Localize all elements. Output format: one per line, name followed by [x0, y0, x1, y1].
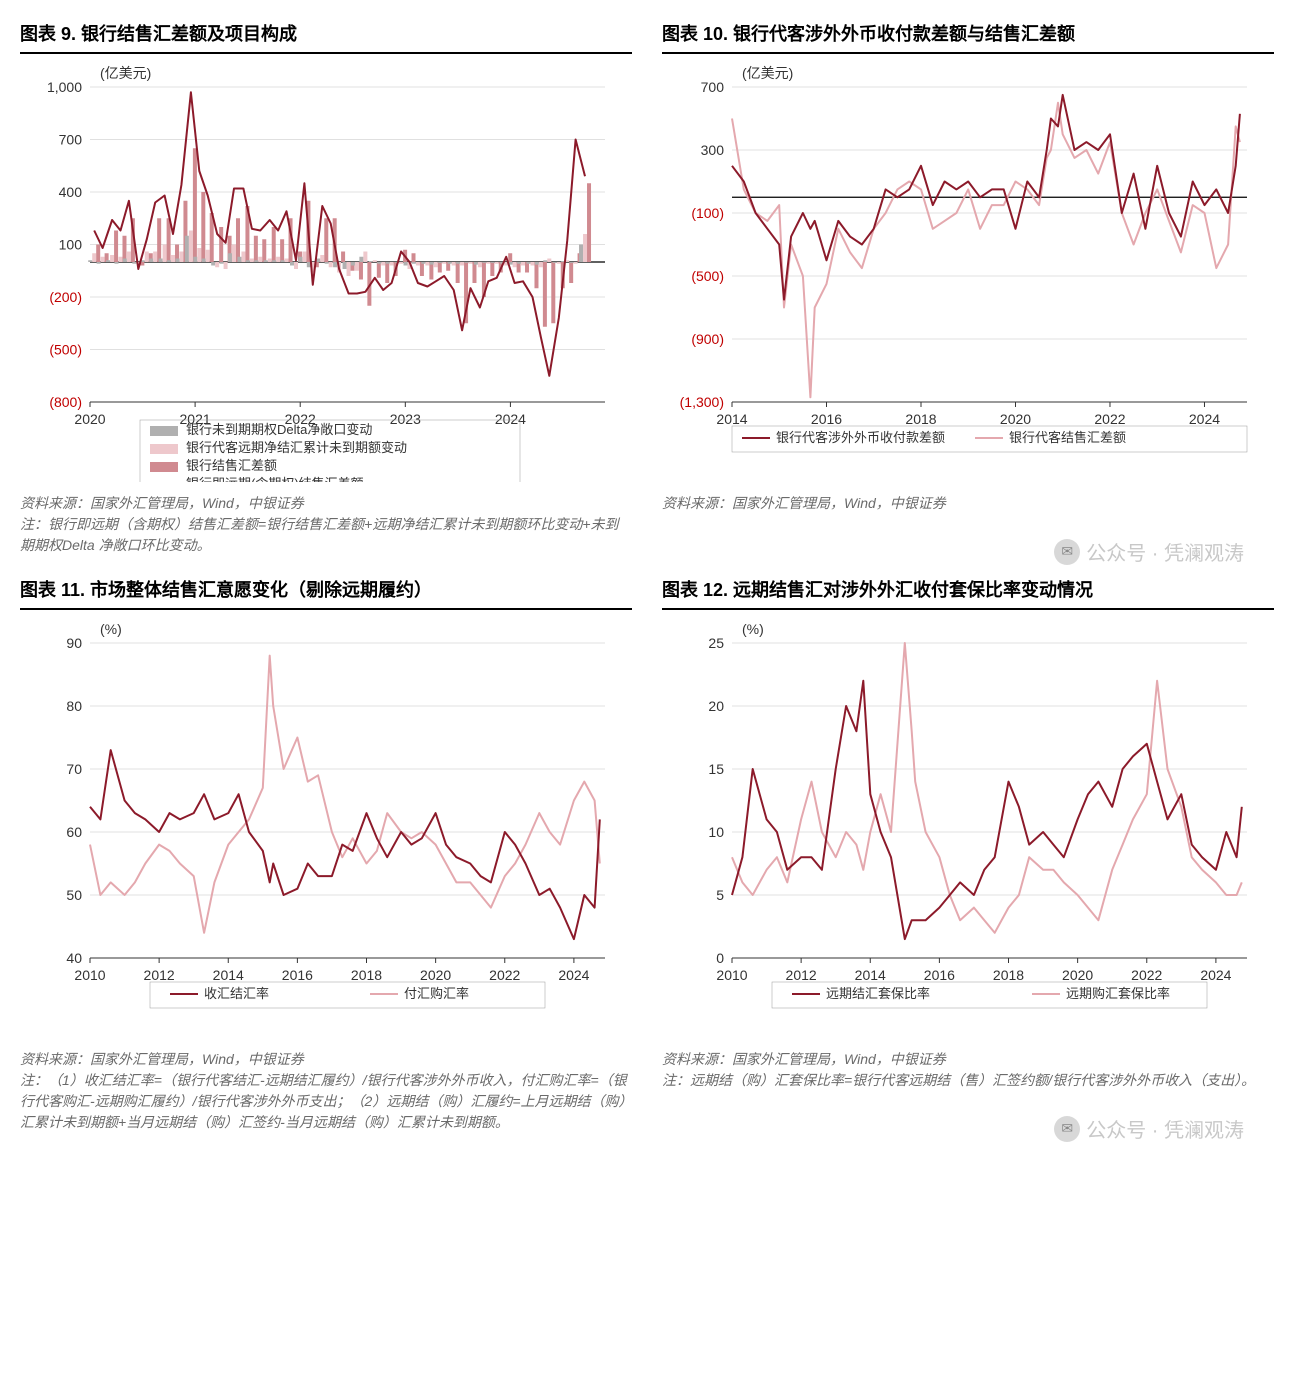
svg-text:10: 10 [708, 824, 724, 840]
chart9-title: 图表 9. 银行结售汇差额及项目构成 [20, 20, 632, 54]
svg-text:2014: 2014 [213, 967, 244, 983]
chart9-svg-wrap: (亿美元) (800) (500) (200) 100 400 700 1,000 2020 20… [20, 62, 632, 487]
svg-text:0: 0 [716, 950, 724, 966]
svg-text:90: 90 [66, 635, 82, 651]
chart9-svg: (亿美元) (800) (500) (200) 100 400 700 1,000 2020 20… [20, 62, 620, 482]
svg-text:收汇结汇率: 收汇结汇率 [204, 986, 269, 1001]
panel-chart12: 图表 12. 远期结售汇对涉外外汇收付套保比率变动情况 (%)051015202… [662, 576, 1274, 1133]
svg-text:银行结售汇差额: 银行结售汇差额 [186, 458, 277, 473]
watermark-1: ✉ 公众号 · 凭澜观涛 [1054, 537, 1244, 566]
watermark-text: 公众号 · 凭澜观涛 [1086, 1114, 1244, 1143]
svg-text:银行即远期(含期权)结售汇差额: 银行即远期(含期权)结售汇差额 [186, 476, 364, 482]
svg-text:付汇购汇率: 付汇购汇率 [404, 986, 469, 1001]
svg-text:(200): (200) [49, 289, 82, 305]
svg-text:2020: 2020 [420, 967, 451, 983]
svg-text:远期购汇套保比率: 远期购汇套保比率 [1066, 986, 1170, 1001]
svg-text:2012: 2012 [144, 967, 175, 983]
svg-text:2022: 2022 [1094, 411, 1125, 427]
chart10-svg-wrap: (亿美元) (1,300) (900) (500) (100) 300 700 2014 201… [662, 62, 1274, 487]
svg-text:(900): (900) [691, 331, 724, 347]
wechat-icon: ✉ [1054, 539, 1080, 565]
svg-text:2018: 2018 [351, 967, 382, 983]
svg-text:5: 5 [716, 887, 724, 903]
chart10-title: 图表 10. 银行代客涉外外币收付款差额与结售汇差额 [662, 20, 1274, 54]
chart12-svg: (%) 0 5 10 15 20 25 2010 2012 2014 2016 2018 2020 202… [662, 618, 1262, 1038]
chart12-source: 资料来源：国家外汇管理局，Wind，中银证券 [662, 1049, 1274, 1070]
svg-text:2012: 2012 [786, 967, 817, 983]
svg-text:60: 60 [66, 824, 82, 840]
svg-text:80: 80 [66, 698, 82, 714]
svg-text:2010: 2010 [716, 967, 747, 983]
svg-text:2024: 2024 [495, 411, 526, 427]
svg-text:(%): (%) [100, 621, 122, 637]
svg-text:2016: 2016 [282, 967, 313, 983]
chart9-note: 注：银行即远期（含期权）结售汇差额=银行结售汇差额+远期净结汇累计未到期额环比变… [20, 514, 632, 556]
svg-text:2016: 2016 [924, 967, 955, 983]
svg-text:2018: 2018 [905, 411, 936, 427]
svg-text:40: 40 [66, 950, 82, 966]
svg-text:2022: 2022 [489, 967, 520, 983]
chart12-svg-wrap: (%) 0 5 10 15 20 25 2010 2012 2014 2016 2018 2020 202… [662, 618, 1274, 1043]
chart11-source: 资料来源：国家外汇管理局，Wind，中银证券 [20, 1049, 632, 1070]
chart11-title: 图表 11. 市场整体结售汇意愿变化（剔除远期履约） [20, 576, 632, 610]
svg-text:(800): (800) [49, 394, 82, 410]
svg-text:(亿美元): (亿美元) [100, 65, 151, 81]
svg-text:银行未到期期权Delta净敞口变动: 银行未到期期权Delta净敞口变动 [186, 422, 372, 437]
svg-text:(500): (500) [49, 342, 82, 358]
svg-text:(100): (100) [691, 205, 724, 221]
svg-text:2024: 2024 [1200, 967, 1231, 983]
svg-text:2016: 2016 [811, 411, 842, 427]
panel-chart9: 图表 9. 银行结售汇差额及项目构成 (亿美元) (800) (500) (200) 1… [20, 20, 632, 556]
wechat-icon: ✉ [1054, 1116, 1080, 1142]
svg-text:2022: 2022 [1131, 967, 1162, 983]
svg-text:2020: 2020 [1000, 411, 1031, 427]
svg-text:700: 700 [701, 79, 725, 95]
svg-text:25: 25 [708, 635, 724, 651]
chart11-svg: (%) 40 50 60 70 80 90 2010 2012 2014 2016 2018 2020 2… [20, 618, 620, 1038]
chart11-note: 注：（1）收汇结汇率=（银行代客结汇-远期结汇履约）/银行代客涉外外币收入，付汇… [20, 1070, 632, 1133]
svg-text:2020: 2020 [74, 411, 105, 427]
svg-text:50: 50 [66, 887, 82, 903]
svg-text:(500): (500) [691, 268, 724, 284]
watermark-2: ✉ 公众号 · 凭澜观涛 [1054, 1114, 1244, 1143]
svg-text:20: 20 [708, 698, 724, 714]
svg-text:(%): (%) [742, 621, 764, 637]
chart12-note: 注：远期结（购）汇套保比率=银行代客远期结（售）汇签约额/银行代客涉外外币收入（… [662, 1070, 1274, 1091]
panel-chart10: 图表 10. 银行代客涉外外币收付款差额与结售汇差额 (亿美元)(1,300)(… [662, 20, 1274, 556]
svg-text:2010: 2010 [74, 967, 105, 983]
chart12-title: 图表 12. 远期结售汇对涉外外汇收付套保比率变动情况 [662, 576, 1274, 610]
svg-text:100: 100 [59, 237, 83, 253]
svg-text:2014: 2014 [716, 411, 747, 427]
svg-text:300: 300 [701, 142, 725, 158]
svg-text:15: 15 [708, 761, 724, 777]
svg-text:远期结汇套保比率: 远期结汇套保比率 [826, 986, 930, 1001]
watermark-text: 公众号 · 凭澜观涛 [1086, 537, 1244, 566]
chart-grid: 图表 9. 银行结售汇差额及项目构成 (亿美元) (800) (500) (200) 1… [20, 20, 1274, 1133]
svg-text:70: 70 [66, 761, 82, 777]
svg-text:银行代客远期净结汇累计未到期额变动: 银行代客远期净结汇累计未到期额变动 [186, 440, 407, 455]
svg-text:400: 400 [59, 184, 83, 200]
chart10-source: 资料来源：国家外汇管理局，Wind，中银证券 [662, 493, 1274, 514]
svg-text:2020: 2020 [1062, 967, 1093, 983]
svg-text:2024: 2024 [558, 967, 589, 983]
chart10-svg: (亿美元) (1,300) (900) (500) (100) 300 700 2014 201… [662, 62, 1262, 482]
svg-text:银行代客结售汇差额: 银行代客结售汇差额 [1009, 430, 1126, 445]
svg-text:700: 700 [59, 132, 83, 148]
svg-text:1,000: 1,000 [47, 79, 82, 95]
chart11-svg-wrap: (%) 40 50 60 70 80 90 2010 2012 2014 2016 2018 2020 2… [20, 618, 632, 1043]
svg-text:(亿美元): (亿美元) [742, 65, 793, 81]
svg-text:银行代客涉外外币收付款差额: 银行代客涉外外币收付款差额 [776, 430, 945, 445]
panel-chart11: 图表 11. 市场整体结售汇意愿变化（剔除远期履约） (%) 40 50 60 70 80… [20, 576, 632, 1133]
svg-text:2023: 2023 [390, 411, 421, 427]
svg-text:2018: 2018 [993, 967, 1024, 983]
svg-text:(1,300): (1,300) [680, 394, 724, 410]
chart9-source: 资料来源：国家外汇管理局，Wind，中银证券 [20, 493, 632, 514]
svg-text:2024: 2024 [1189, 411, 1220, 427]
svg-text:2014: 2014 [855, 967, 886, 983]
